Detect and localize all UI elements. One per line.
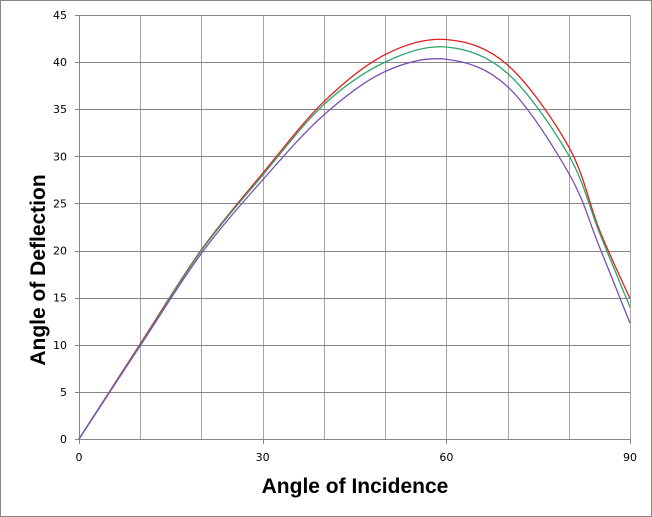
data-series [78, 38, 631, 440]
y-axis-ticks: 0 5 10 15 20 25 30 35 40 45 [53, 9, 79, 446]
y-tick-label: 10 [53, 339, 67, 352]
x-axis-title: Angle of Incidence [262, 475, 449, 498]
x-tick-label: 90 [623, 451, 637, 464]
y-tick-label: 5 [60, 386, 67, 399]
series-line-red [78, 38, 631, 440]
x-axis-ticks: 0 30 60 90 [76, 439, 637, 464]
x-tick-label: 0 [76, 451, 83, 464]
y-axis-title: Angle of Deflection [27, 174, 50, 365]
y-tick-label: 25 [53, 197, 67, 210]
x-tick-label: 30 [256, 451, 270, 464]
y-tick-label: 45 [53, 9, 67, 22]
x-tick-label: 60 [439, 451, 453, 464]
y-tick-label: 30 [53, 150, 67, 163]
gridlines [75, 15, 631, 443]
series-line-purple [78, 58, 631, 440]
y-tick-label: 35 [53, 103, 67, 116]
y-tick-label: 15 [53, 292, 67, 305]
y-tick-label: 40 [53, 56, 67, 69]
y-tick-label: 20 [53, 245, 67, 258]
y-tick-label: 0 [60, 433, 67, 446]
series-line-green [78, 46, 631, 440]
